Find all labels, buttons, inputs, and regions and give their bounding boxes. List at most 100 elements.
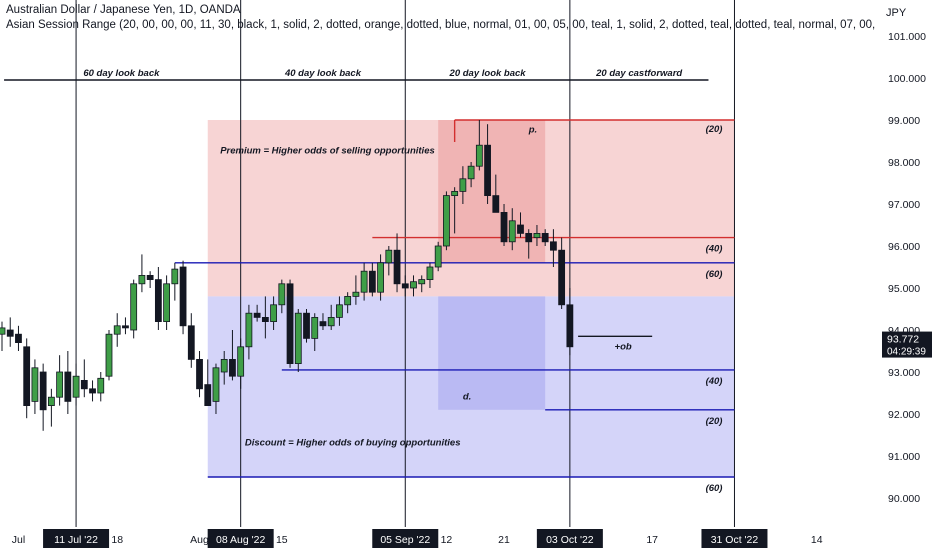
x-label-box — [372, 529, 439, 548]
candle — [393, 233, 401, 293]
candle — [122, 317, 129, 335]
candle-body — [303, 312, 310, 339]
candle — [253, 304, 261, 322]
x-tick-label: 05 Sep '22 — [380, 534, 430, 546]
annotations-layer: 60 day look back 40 day look back 20 day l… — [4, 68, 709, 449]
x-label-box — [43, 529, 110, 548]
currency-label: JPY — [886, 7, 907, 19]
candle — [500, 204, 508, 246]
x-tick-label: 18 — [111, 534, 123, 546]
candle — [360, 262, 368, 301]
candle — [39, 363, 47, 431]
x-tick-label: 17 — [646, 534, 658, 546]
candle — [113, 313, 121, 347]
candle-body — [525, 232, 533, 243]
candle-body — [196, 358, 203, 390]
candle — [23, 338, 31, 419]
x-axis-bg — [0, 527, 932, 550]
candle — [327, 304, 335, 330]
candle — [187, 313, 195, 368]
candle — [0, 321, 6, 351]
lookback-label: 20 day castforward — [595, 68, 682, 79]
candle-body — [418, 279, 426, 285]
candle-body — [56, 371, 64, 398]
symbol-title[interactable]: Australian Dollar / Japanese Yen, 1D, OA… — [6, 4, 241, 16]
candle — [410, 275, 417, 297]
candle — [517, 212, 524, 238]
lookback-label: 60 day look back — [83, 68, 160, 79]
candle — [451, 187, 459, 234]
candle — [237, 338, 245, 389]
x-tick-label: 21 — [498, 534, 510, 546]
vertical-lines-layer — [75, 0, 735, 527]
candle-body — [97, 377, 105, 394]
candle-body — [212, 367, 220, 402]
candle-body — [64, 371, 72, 402]
candles-layer[interactable] — [0, 120, 574, 431]
candle — [336, 296, 343, 326]
candle-body — [72, 375, 80, 398]
candle-body — [286, 283, 294, 364]
indicator-legend[interactable]: Asian Session Range (20, 00, 00, 00, 11,… — [6, 19, 878, 31]
y-tick-label: 101.000 — [888, 31, 926, 43]
candle-body — [261, 316, 269, 322]
candle — [47, 388, 55, 427]
candle — [270, 296, 277, 330]
candle-body — [105, 333, 113, 377]
candle — [550, 229, 557, 267]
candle — [146, 271, 154, 288]
candle-body — [15, 333, 22, 344]
candle-body — [23, 346, 31, 406]
level-label: (40) — [706, 244, 723, 255]
annotation: d. — [463, 391, 471, 402]
candle — [459, 166, 467, 204]
candle-body — [39, 371, 47, 411]
candle — [179, 260, 187, 335]
y-axis[interactable]: 101.000 100.000 99.000 98.000 97.000 96.000 95… — [882, 0, 932, 550]
candle-body — [360, 270, 368, 293]
x-tick-label: 14 — [811, 534, 823, 546]
candle-body — [319, 321, 327, 327]
candle — [154, 267, 162, 330]
candle-body — [47, 396, 55, 407]
candle-body — [492, 195, 500, 213]
candle-body — [113, 325, 121, 335]
candle-body — [377, 262, 384, 293]
candle-body — [550, 241, 557, 251]
candle — [15, 325, 22, 351]
annotation: Premium = Higher odds of selling opportu… — [220, 146, 435, 157]
candle-body — [533, 232, 541, 238]
level-label: (40) — [706, 376, 723, 387]
candle — [303, 309, 310, 343]
annotation: p. — [528, 125, 537, 136]
candle-body — [138, 274, 146, 285]
x-axis[interactable]: Jul 11 Jul '22 18 Aug 08 Aug '22 15 05 Sep '22… — [0, 527, 932, 550]
candle — [212, 363, 220, 414]
levels-layer: (20) (40) (60) (40) (20) (60) +ob — [174, 119, 735, 494]
candle — [278, 279, 286, 314]
candle — [319, 313, 327, 330]
level-label: (60) — [706, 483, 723, 494]
candle — [130, 279, 138, 339]
y-tick-label: 91.000 — [888, 451, 920, 463]
lookback-label: 20 day look back — [449, 68, 527, 79]
candle-body — [410, 281, 417, 289]
candle — [196, 351, 203, 398]
candle-body — [385, 249, 393, 264]
candle-body — [443, 195, 450, 247]
candle — [311, 313, 319, 351]
candle-body — [146, 274, 154, 280]
y-tick-label: 98.000 — [888, 157, 920, 169]
candle — [220, 351, 228, 385]
x-tick-label: 11 Jul '22 — [54, 534, 98, 546]
candle — [566, 288, 574, 356]
candle — [286, 279, 294, 368]
candle-body — [245, 312, 253, 348]
x-label-box — [536, 529, 603, 548]
candle-body — [122, 325, 129, 329]
candle-body — [31, 367, 39, 402]
candle-body — [171, 268, 179, 285]
x-tick-label: Jul — [12, 534, 25, 546]
x-tick-label: Aug — [190, 534, 209, 546]
